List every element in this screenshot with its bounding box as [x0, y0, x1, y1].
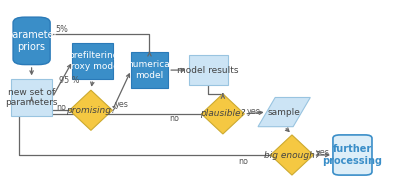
Polygon shape [258, 98, 310, 127]
Text: 5%: 5% [55, 25, 68, 34]
Text: new set of
parameters: new set of parameters [5, 88, 58, 107]
FancyBboxPatch shape [11, 79, 52, 116]
Text: plausible?: plausible? [200, 109, 246, 118]
Text: 95 %: 95 % [58, 76, 79, 85]
Text: promising?: promising? [66, 106, 116, 115]
Text: yes: yes [114, 100, 128, 109]
Polygon shape [70, 90, 112, 130]
Text: prefiltering
proxy model: prefiltering proxy model [65, 51, 121, 71]
FancyBboxPatch shape [131, 52, 168, 88]
FancyBboxPatch shape [13, 17, 50, 65]
Text: parameter
priors: parameter priors [6, 30, 58, 52]
Polygon shape [270, 135, 314, 175]
Text: numerical
model: numerical model [127, 60, 172, 80]
FancyBboxPatch shape [188, 56, 228, 85]
Text: further
processing: further processing [322, 144, 382, 166]
Polygon shape [202, 94, 244, 134]
Text: sample: sample [268, 108, 300, 117]
Text: yes: yes [246, 107, 260, 116]
Text: model results: model results [177, 66, 239, 75]
Text: yes: yes [315, 148, 329, 157]
FancyBboxPatch shape [72, 43, 113, 79]
Text: no: no [169, 114, 179, 123]
Text: big enough?: big enough? [264, 151, 320, 160]
Text: no: no [238, 157, 248, 166]
Text: no: no [57, 103, 67, 112]
FancyBboxPatch shape [333, 135, 372, 175]
